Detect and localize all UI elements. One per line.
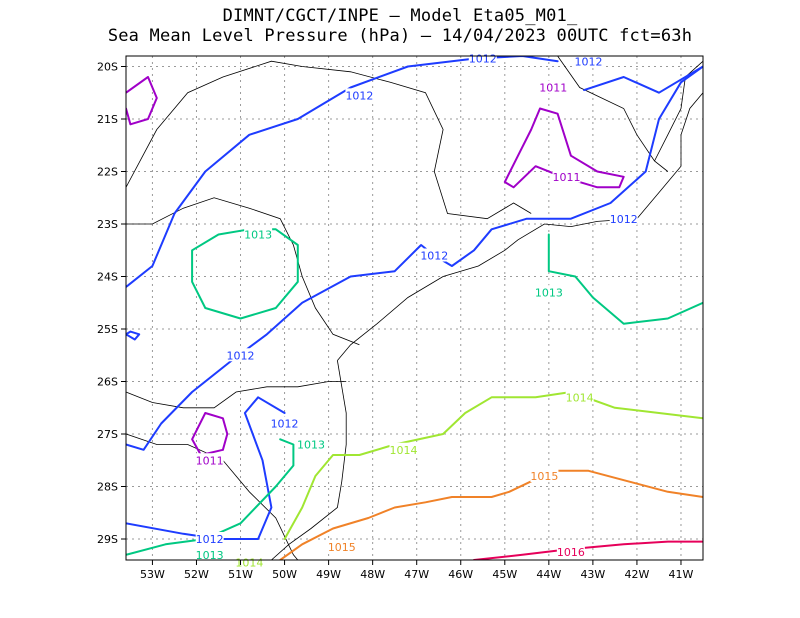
isobar-1011	[126, 76, 158, 126]
boundary-line	[126, 381, 347, 409]
contour-label-bg	[226, 348, 255, 362]
contour-label: 1012	[196, 533, 224, 546]
x-tick-label: 52W	[184, 568, 209, 581]
contour-label-bg	[565, 390, 594, 404]
plot-area	[126, 56, 703, 560]
contour-label-bg	[539, 80, 568, 94]
political-boundaries	[126, 56, 703, 560]
contour-label-bg	[530, 469, 559, 482]
plot-frame	[125, 55, 704, 561]
contour-label-bg	[552, 169, 581, 183]
x-tick-label: 45W	[492, 568, 517, 581]
contour-label-bg	[244, 227, 273, 241]
boundary-line	[126, 197, 360, 346]
x-tick-label: 51W	[228, 568, 253, 581]
y-tick-label: 25S	[97, 323, 118, 336]
chart-subtitle: Sea Mean Level Pressure (hPa) – 14/04/20…	[107, 26, 693, 46]
y-tick-label: 20S	[97, 61, 118, 74]
contour-label-bg	[609, 211, 638, 225]
contour-label-bg	[389, 442, 418, 456]
boundary-line	[271, 360, 347, 560]
x-tick-label: 53W	[140, 568, 165, 581]
isobar-1013	[126, 438, 295, 556]
contour-label-bg	[345, 88, 374, 102]
x-tick-label: 47W	[404, 568, 429, 581]
contour-label-bg	[574, 54, 603, 68]
isobar-1016	[473, 540, 703, 560]
contour-label: 1012	[469, 53, 497, 66]
x-axis-ticks: 53W 52W 51W 50W 49W 48W 47W 46W 45W 44W 43W 42W 41W	[140, 560, 694, 581]
contour-label-bg	[556, 545, 585, 559]
boundary-line	[126, 60, 532, 220]
boundary-line	[654, 60, 703, 162]
contour-label: 1012	[345, 89, 373, 102]
boundary-line	[557, 56, 669, 172]
x-tick-label: 43W	[580, 568, 605, 581]
boundary-line	[337, 92, 703, 361]
contour-label: 1012	[574, 55, 602, 68]
y-axis-ticks: 20S 21S 22S 23S 24S 25S 26S 27S 28S 29S	[97, 61, 126, 546]
y-tick-label: 22S	[97, 166, 118, 179]
contour-label: 1011	[552, 171, 580, 184]
contour-label-bg	[420, 248, 449, 262]
isobar-1015	[279, 469, 703, 560]
x-tick-label: 44W	[536, 568, 561, 581]
contour-label: 1011	[539, 82, 567, 95]
contour-label: 1012	[420, 250, 448, 263]
y-tick-label: 23S	[97, 218, 118, 231]
isobar-1014	[283, 391, 703, 540]
x-tick-label: 41W	[669, 568, 694, 581]
x-tick-label: 42W	[624, 568, 649, 581]
contour-label: 1012	[271, 418, 299, 431]
contour-label: 1012	[227, 349, 255, 362]
contour-label: 1013	[196, 549, 224, 562]
contour-label-bg	[327, 539, 356, 553]
y-tick-label: 27S	[97, 428, 118, 441]
contour-label-bg	[195, 453, 224, 467]
y-tick-label: 26S	[97, 376, 118, 389]
contour-label-bg	[296, 437, 325, 451]
y-tick-label: 29S	[97, 533, 118, 546]
contour-label: 1014	[389, 444, 417, 457]
isobar-1012	[126, 330, 141, 341]
isobar-1013	[547, 233, 703, 325]
contour-label: 1013	[535, 286, 563, 299]
grid-lines	[126, 56, 703, 560]
isobar-1012	[583, 65, 703, 94]
x-tick-label: 49W	[316, 568, 341, 581]
contour-label: 1013	[297, 439, 325, 452]
chart-title: DIMNT/CGCT/INPE – Model Eta05_M01_	[222, 6, 578, 26]
x-tick-label: 46W	[448, 568, 473, 581]
contour-label-bg	[195, 532, 224, 545]
y-tick-label: 24S	[97, 271, 118, 284]
isobar-1012	[126, 396, 286, 540]
x-tick-label: 48W	[360, 568, 385, 581]
contour-label: 1012	[610, 213, 638, 226]
contour-label: 1011	[196, 454, 224, 467]
contour-label-bg	[534, 285, 563, 299]
contour-label-bg	[235, 555, 264, 569]
contour-label: 1015	[530, 470, 558, 483]
contour-label-bg	[195, 547, 224, 561]
contour-label: 1015	[328, 541, 356, 554]
y-tick-label: 28S	[97, 481, 118, 494]
contour-label-bg	[270, 416, 299, 430]
contour-label: 1014	[566, 391, 594, 404]
x-tick-label: 50W	[272, 568, 297, 581]
contour-label: 1013	[244, 229, 272, 242]
contour-label: 1016	[557, 546, 585, 559]
boundary-line	[126, 433, 299, 560]
contour-label-bg	[468, 51, 497, 65]
y-tick-label: 21S	[97, 113, 118, 126]
